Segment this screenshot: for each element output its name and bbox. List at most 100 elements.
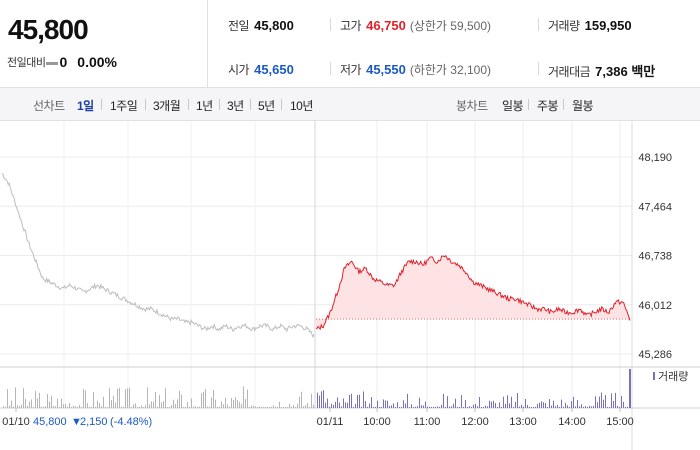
x-tick-label: 01/10 [2,416,30,428]
volume-bar [607,406,608,408]
price-chart[interactable]: 48,190 47,464 46,738 46,012 45,286 거래량 01/10… [0,121,700,450]
volume-bar [533,406,534,408]
volume-bar [269,406,270,408]
volume-bar [69,403,70,408]
volume-bar [119,388,120,408]
tab-monthly[interactable]: 월봉 [572,99,594,113]
volume-bar [399,406,400,408]
volume-bar [615,392,616,408]
volume-bar [79,404,80,408]
tab-1y[interactable]: 1년 [196,99,213,113]
volume-bar [539,402,540,408]
y-axis: 48,190 47,464 46,738 46,012 45,286 [638,152,672,361]
volume-bar [565,402,566,408]
volume-bar [325,402,326,408]
volume-bar [467,407,468,408]
price-series [1,173,631,339]
volume-bar [113,395,114,408]
volume-bar [117,388,118,408]
volume-bar [559,406,560,408]
volume-bar [83,388,84,408]
change-percent: 0.00% [77,54,117,70]
volume-bar [275,406,276,408]
tab-daily[interactable]: 일봉 [502,99,524,113]
tab-10y[interactable]: 10년 [290,99,313,113]
volume-bar [283,407,284,408]
tab-1w[interactable]: 1주일 [110,99,138,113]
volume-bar [157,406,158,408]
volume-bar [229,406,230,408]
volume-bar [417,406,418,408]
volume-bar [351,393,352,408]
volume-bar [349,394,350,408]
volume-bar [29,401,30,408]
open-cell: 시가 45,650 [228,61,294,78]
y-tick-label: 46,738 [638,251,672,263]
volume-bar [233,399,234,408]
divider [330,62,331,75]
volume-bar [131,406,132,408]
volume-bar [77,406,78,408]
volume-bar [291,406,292,408]
volume-bar [307,403,308,408]
x-tick-label: 11:00 [414,416,441,428]
current-price: 45,800 [8,14,89,45]
volume-bar [37,398,38,408]
volume-bar [301,391,302,408]
candle-chart-label: 봉차트 [456,99,488,113]
volume-bar [347,402,348,408]
volume-bar [577,400,578,408]
volume-bar [353,406,354,408]
volume-bar [281,406,282,408]
volume-bar [87,403,88,408]
volume-bar [383,399,384,408]
volume-bar [293,405,294,408]
volume-bar [197,406,198,408]
volume-bar [31,399,32,408]
trade-value: 7,386 백만 [595,64,656,79]
volume-bar [225,397,226,408]
volume-bar [357,394,358,408]
volume-bar [125,389,126,408]
volume-bar [599,396,600,408]
volume-bar [549,399,550,408]
high-label: 고가 [340,19,362,33]
tab-3m[interactable]: 3개월 [153,99,181,113]
volume-bar [19,405,20,408]
volume-bar [403,400,404,408]
volume-bar [65,403,66,408]
prev-day-summary: 45,800 ▼2,150 (-4.48%) [33,416,152,428]
volume-bar [43,406,44,408]
volume-bar [47,393,48,408]
volume-bar [103,396,104,408]
volume-bar [431,406,432,408]
divider [538,18,539,31]
volume-bar [487,406,488,408]
volume-bar [601,392,602,408]
volume-bar [111,400,112,408]
prev-day-line [1,173,315,339]
low-cell: 저가 45,550 (하한가 32,100) [340,61,491,78]
volume-bar [277,406,278,408]
volume-bar [5,406,6,408]
y-tick-label: 47,464 [638,201,672,213]
tab-3y[interactable]: 3년 [227,99,244,113]
volume-bar [271,406,272,408]
volume-bar [459,406,460,408]
volume-bar [543,402,544,408]
volume-bar [285,406,286,408]
tab-1d[interactable]: 1일 [77,99,94,113]
volume-bar [161,402,162,408]
volume-bar [171,405,172,408]
volume-bar [339,402,340,408]
volume-bar [321,391,322,408]
volume-bar [203,391,204,408]
tab-5y[interactable]: 5년 [258,99,275,113]
volume-bar [379,406,380,408]
volume-bar [3,406,4,408]
chart-grid [0,121,700,450]
volume-bar [531,406,532,408]
volume-bar [439,406,440,408]
tab-weekly[interactable]: 주봉 [537,99,559,113]
volume-legend-swatch [653,372,655,380]
